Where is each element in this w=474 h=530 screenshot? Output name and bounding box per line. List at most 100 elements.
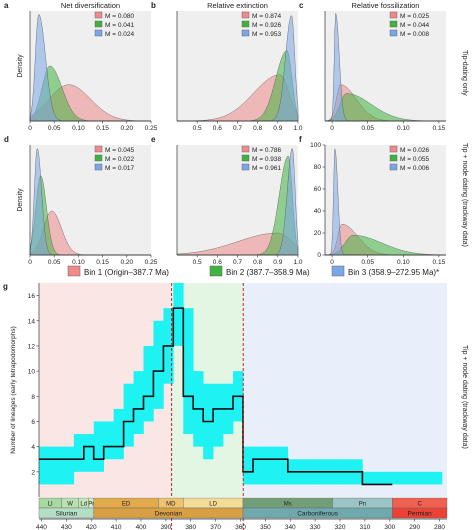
series-label: M = 0.055 xyxy=(400,156,429,163)
panel-title: Relative fossilization xyxy=(352,1,420,10)
epoch-label: Ld xyxy=(80,502,87,508)
x-tick-label: 1.0 xyxy=(293,125,302,132)
epoch-label: Ms xyxy=(284,502,292,508)
uncertainty-band xyxy=(83,434,95,472)
x-tick-label: 280 xyxy=(434,524,445,530)
y-tick-label: 80 xyxy=(314,164,322,171)
uncertainty-band xyxy=(213,383,224,447)
panel-letter: e xyxy=(151,135,156,144)
x-tick-label: 0.6 xyxy=(213,125,222,132)
panel-letter: d xyxy=(4,135,9,144)
series-label: M = 0.024 xyxy=(105,31,134,38)
x-tick-label: 0.7 xyxy=(233,259,242,266)
period-label: Permian xyxy=(408,511,433,518)
x-tick-label: 0 xyxy=(330,125,334,132)
x-tick-label: 0.7 xyxy=(233,125,242,132)
legend-swatch xyxy=(94,154,103,162)
y-axis-label: Density xyxy=(17,54,24,78)
y-axis-label: Number of lineages (early tetrapodomorph… xyxy=(10,326,17,454)
series-label: M = 0.953 xyxy=(252,31,281,38)
series-label: M = 0.025 xyxy=(400,13,429,20)
legend: Bin 1 (Origin–387.7 Ma) Bin 2 (387.7–358… xyxy=(67,265,439,277)
x-tick-label: 360 xyxy=(235,524,246,530)
y-tick-label: 60 xyxy=(314,186,322,193)
legend-swatch xyxy=(94,11,103,19)
row-label-top: Tip-dating only xyxy=(461,50,468,96)
legend-swatch xyxy=(241,154,250,162)
uncertainty-band xyxy=(183,308,194,435)
x-tick-label: 340 xyxy=(285,524,296,530)
x-tick-label: 370 xyxy=(210,524,221,530)
uncertainty-band xyxy=(262,446,289,485)
legend-swatch xyxy=(241,11,250,19)
series-label: M = 0.786 xyxy=(252,147,281,154)
x-tick-label: 0.9 xyxy=(273,125,282,132)
x-tick-label: 390 xyxy=(160,524,171,530)
epoch-label: W xyxy=(67,502,73,508)
uncertainty-band xyxy=(113,408,124,460)
y-tick-label: 8 xyxy=(31,394,35,401)
panel-letter: f xyxy=(299,135,302,144)
x-tick-label: 410 xyxy=(111,524,122,530)
series-label: M = 0.041 xyxy=(105,22,134,29)
series-label: M = 0.022 xyxy=(105,156,134,163)
density-curve-bin2 xyxy=(324,235,447,256)
density-panel-f: f M = 0.026 M = 0.055 M = 0.006 0 0.05 0.10 0.1… xyxy=(299,135,447,266)
x-tick-label: 0.10 xyxy=(397,125,410,132)
period-box xyxy=(392,507,448,519)
y-tick-label: 100 xyxy=(310,142,321,149)
legend-swatch xyxy=(389,29,398,37)
y-tick-label: 14 xyxy=(28,318,36,325)
period-label: Silurian xyxy=(56,511,78,518)
density-panel-b: b Relative extinction M = 0.874 M = 0.926 M … xyxy=(151,1,303,132)
series-label: M = 0.926 xyxy=(252,22,281,29)
legend-swatch xyxy=(389,154,398,162)
series-label: M = 0.874 xyxy=(252,13,281,20)
y-tick-label: 6 xyxy=(31,419,35,426)
uncertainty-band xyxy=(123,383,134,447)
series-label: M = 0.026 xyxy=(400,147,429,154)
series-label: M = 0.045 xyxy=(105,147,134,154)
x-tick-label: 420 xyxy=(86,524,97,530)
epoch-label: C xyxy=(417,502,422,508)
x-tick-label: 0.5 xyxy=(193,259,202,266)
legend-swatch xyxy=(241,145,250,153)
legend-label-bin2: Bin 2 (387.7–358.9 Ma) xyxy=(226,268,310,277)
x-tick-label: 0.15 xyxy=(433,259,446,266)
density-panels: a Net diversification Density M = 0.080 M = … xyxy=(3,1,448,530)
row-label-middle: Tip + node dating (trackway data) xyxy=(461,143,468,247)
panel-letter: g xyxy=(3,282,8,291)
legend-swatch-bin2 xyxy=(209,265,223,277)
x-tick-label: 0.8 xyxy=(253,125,262,132)
x-tick-label: 0.15 xyxy=(96,125,109,132)
legend-swatch xyxy=(389,145,398,153)
legend-swatch xyxy=(389,163,398,171)
series-label: M = 0.044 xyxy=(400,22,429,29)
series-label: M = 0.006 xyxy=(400,165,429,172)
y-tick-label: 2 xyxy=(31,469,35,476)
series-label: M = 0.938 xyxy=(252,156,281,163)
series-label: M = 0.017 xyxy=(105,165,134,172)
x-tick-label: 400 xyxy=(136,524,147,530)
series-label: M = 0.080 xyxy=(105,13,134,20)
legend-swatch xyxy=(241,163,250,171)
lineage-step-line xyxy=(39,307,393,486)
uncertainty-band xyxy=(362,471,378,485)
x-tick-label: 0.20 xyxy=(120,259,133,266)
epoch-label: Pn xyxy=(359,502,366,508)
density-panel-c: c Relative fossilization M = 0.025 M = 0.04… xyxy=(299,1,446,132)
uncertainty-band xyxy=(133,371,144,435)
x-tick-label: 350 xyxy=(260,524,271,530)
series-label: M = 0.961 xyxy=(252,165,281,172)
y-tick-label: 40 xyxy=(314,208,322,215)
period-label: Devonian xyxy=(155,511,183,518)
legend-label-bin3: Bin 3 (358.9–272.95 Ma)* xyxy=(348,268,439,277)
uncertainty-band xyxy=(243,446,254,485)
x-tick-label: 0.15 xyxy=(433,125,446,132)
density-panel-a: a Net diversification Density M = 0.080 M = … xyxy=(4,1,158,132)
y-tick-label: 12 xyxy=(28,343,36,350)
period-label: Carboniferous xyxy=(297,511,339,518)
y-tick-label: 20 xyxy=(314,230,322,237)
uncertainty-band xyxy=(39,446,65,485)
